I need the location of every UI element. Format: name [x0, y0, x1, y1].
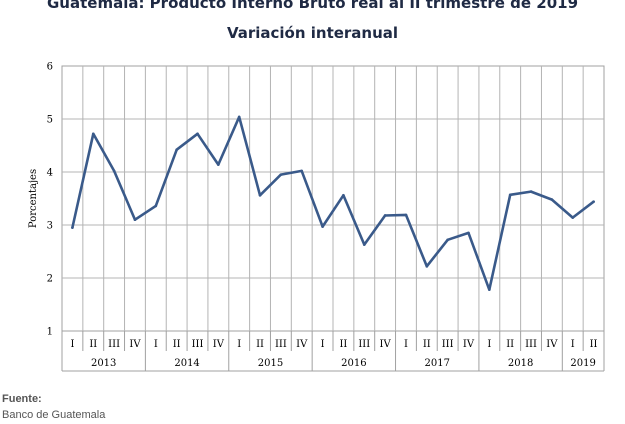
data-point [592, 200, 595, 203]
data-point [91, 132, 95, 136]
x-tick-label-quarter: I [154, 339, 158, 350]
data-point [488, 288, 491, 291]
x-tick-label-quarter: I [571, 339, 575, 350]
x-tick-label-quarter: III [108, 339, 120, 350]
chart-subtitle: Variación interanual [226, 24, 399, 42]
x-tick-label-quarter: I [487, 339, 491, 350]
data-point [154, 204, 158, 208]
data-point [404, 213, 408, 217]
x-tick-label-quarter: II [339, 339, 347, 350]
y-tick-label: 4 [47, 168, 53, 179]
series-line [71, 115, 595, 292]
y-axis-label: Porcentajes [28, 169, 39, 228]
x-tick-label-quarter: IV [380, 339, 392, 350]
x-tick-label-quarter: III [442, 339, 454, 350]
y-tick-label: 1 [47, 327, 53, 338]
data-point [529, 190, 533, 193]
x-tick-label-year: 2018 [508, 358, 533, 369]
x-tick-label-year: 2015 [258, 358, 283, 369]
data-point [342, 194, 345, 197]
data-point [508, 193, 512, 197]
data-point [467, 231, 470, 235]
data-point [112, 169, 116, 173]
x-tick-label-year: 2014 [174, 358, 199, 369]
y-tick-label: 3 [47, 221, 53, 232]
source-label: Fuente: [2, 393, 42, 405]
x-tick-label-quarter: I [237, 339, 241, 350]
x-tick-label-year: 2019 [570, 358, 595, 369]
x-tick-label-quarter: I [321, 339, 325, 350]
y-tick-label: 5 [47, 115, 53, 126]
x-tick-label-year: 2013 [91, 358, 116, 369]
x-tick-label-year: 2017 [425, 358, 450, 369]
data-point [425, 265, 429, 268]
x-tick-label-quarter: IV [213, 339, 225, 350]
x-tick-label-quarter: II [590, 339, 598, 350]
x-tick-label-quarter: II [89, 339, 97, 350]
data-point [362, 243, 366, 246]
data-point [571, 216, 575, 219]
x-tick-label-quarter: II [173, 339, 181, 350]
x-tick-label-quarter: IV [546, 339, 558, 350]
x-tick-label-quarter: III [358, 339, 370, 350]
data-point [550, 198, 554, 201]
x-tick-label-quarter: I [70, 339, 74, 350]
data-point [71, 226, 74, 229]
chart-title: Guatemala: Producto Interno Bruto real a… [46, 0, 579, 12]
data-point [217, 163, 220, 166]
data-point [321, 225, 324, 228]
y-tick-label: 2 [47, 274, 53, 285]
x-tick-label-quarter: IV [129, 339, 141, 350]
data-point [383, 214, 387, 217]
y-tick-label: 6 [47, 62, 53, 73]
x-tick-label-quarter: III [192, 339, 204, 350]
x-tick-label-quarter: I [404, 339, 408, 350]
data-point [446, 238, 449, 242]
x-tick-label-quarter: II [256, 339, 264, 350]
x-tick-label-year: 2016 [341, 358, 366, 369]
x-tick-label-quarter: IV [296, 339, 308, 350]
data-point [133, 218, 137, 221]
data-point [279, 173, 283, 176]
data-point [237, 115, 241, 119]
data-point [300, 169, 304, 173]
x-tick-label-quarter: III [275, 339, 287, 350]
x-tick-label-quarter: II [506, 339, 514, 350]
data-point [258, 194, 262, 197]
x-tick-label-quarter: III [525, 339, 537, 350]
data-point [196, 132, 199, 136]
data-point [175, 148, 178, 152]
x-tick-label-quarter: IV [463, 339, 475, 350]
source-value: Banco de Guatemala [2, 409, 106, 421]
x-tick-label-quarter: II [423, 339, 431, 350]
